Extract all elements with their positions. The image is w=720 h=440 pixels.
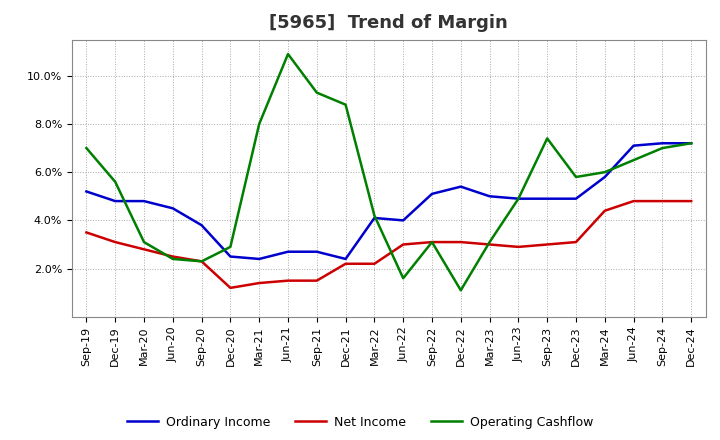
Ordinary Income bbox=[168, 205, 177, 211]
Operating Cashflow bbox=[456, 288, 465, 293]
Operating Cashflow bbox=[255, 121, 264, 127]
Ordinary Income bbox=[629, 143, 638, 148]
Ordinary Income bbox=[456, 184, 465, 189]
Operating Cashflow bbox=[226, 244, 235, 249]
Net Income bbox=[658, 198, 667, 204]
Net Income bbox=[284, 278, 292, 283]
Net Income bbox=[456, 239, 465, 245]
Net Income bbox=[428, 239, 436, 245]
Net Income bbox=[514, 244, 523, 249]
Ordinary Income bbox=[485, 194, 494, 199]
Net Income bbox=[399, 242, 408, 247]
Operating Cashflow bbox=[197, 259, 206, 264]
Operating Cashflow bbox=[514, 196, 523, 202]
Operating Cashflow bbox=[111, 179, 120, 184]
Ordinary Income bbox=[111, 198, 120, 204]
Net Income bbox=[543, 242, 552, 247]
Net Income bbox=[111, 239, 120, 245]
Ordinary Income bbox=[341, 257, 350, 262]
Net Income bbox=[255, 280, 264, 286]
Operating Cashflow bbox=[629, 158, 638, 163]
Ordinary Income bbox=[428, 191, 436, 197]
Ordinary Income bbox=[600, 174, 609, 180]
Operating Cashflow bbox=[341, 102, 350, 107]
Net Income bbox=[572, 239, 580, 245]
Ordinary Income bbox=[370, 215, 379, 220]
Operating Cashflow bbox=[168, 257, 177, 262]
Ordinary Income bbox=[399, 218, 408, 223]
Ordinary Income bbox=[197, 223, 206, 228]
Line: Ordinary Income: Ordinary Income bbox=[86, 143, 691, 259]
Ordinary Income bbox=[82, 189, 91, 194]
Operating Cashflow bbox=[370, 213, 379, 218]
Net Income bbox=[197, 259, 206, 264]
Ordinary Income bbox=[226, 254, 235, 259]
Net Income bbox=[370, 261, 379, 266]
Net Income bbox=[600, 208, 609, 213]
Ordinary Income bbox=[687, 141, 696, 146]
Net Income bbox=[226, 285, 235, 290]
Operating Cashflow bbox=[428, 239, 436, 245]
Line: Net Income: Net Income bbox=[86, 201, 691, 288]
Net Income bbox=[82, 230, 91, 235]
Ordinary Income bbox=[572, 196, 580, 202]
Operating Cashflow bbox=[82, 146, 91, 151]
Operating Cashflow bbox=[140, 239, 148, 245]
Operating Cashflow bbox=[687, 141, 696, 146]
Ordinary Income bbox=[312, 249, 321, 254]
Net Income bbox=[341, 261, 350, 266]
Ordinary Income bbox=[255, 257, 264, 262]
Line: Operating Cashflow: Operating Cashflow bbox=[86, 54, 691, 290]
Operating Cashflow bbox=[284, 51, 292, 57]
Operating Cashflow bbox=[485, 239, 494, 245]
Title: [5965]  Trend of Margin: [5965] Trend of Margin bbox=[269, 15, 508, 33]
Ordinary Income bbox=[658, 141, 667, 146]
Operating Cashflow bbox=[600, 169, 609, 175]
Operating Cashflow bbox=[543, 136, 552, 141]
Ordinary Income bbox=[140, 198, 148, 204]
Net Income bbox=[140, 247, 148, 252]
Ordinary Income bbox=[284, 249, 292, 254]
Legend: Ordinary Income, Net Income, Operating Cashflow: Ordinary Income, Net Income, Operating C… bbox=[122, 411, 598, 434]
Net Income bbox=[485, 242, 494, 247]
Ordinary Income bbox=[543, 196, 552, 202]
Net Income bbox=[168, 254, 177, 259]
Ordinary Income bbox=[514, 196, 523, 202]
Operating Cashflow bbox=[312, 90, 321, 95]
Operating Cashflow bbox=[399, 275, 408, 281]
Net Income bbox=[312, 278, 321, 283]
Net Income bbox=[629, 198, 638, 204]
Net Income bbox=[687, 198, 696, 204]
Operating Cashflow bbox=[658, 146, 667, 151]
Operating Cashflow bbox=[572, 174, 580, 180]
